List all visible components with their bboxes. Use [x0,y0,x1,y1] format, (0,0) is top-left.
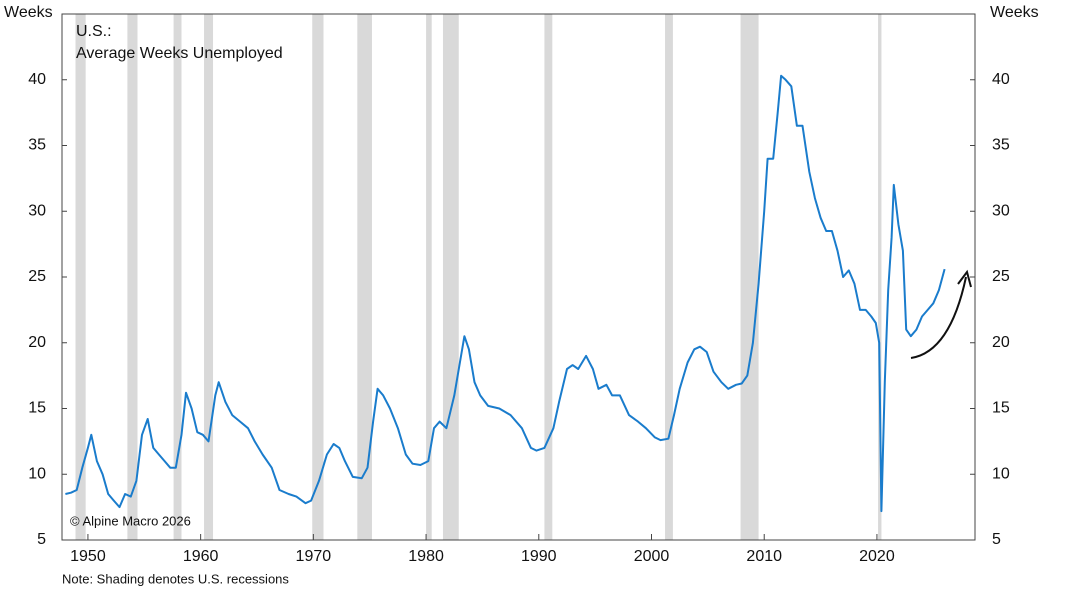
y-tick-label-right: 10 [992,465,1010,482]
y-axis-label: Weeks [4,4,53,21]
recession-band [312,14,324,540]
x-tick-label: 1950 [70,548,106,565]
y-tick-label: 15 [28,400,46,417]
y-tick-label-right: 15 [992,400,1010,417]
y-tick-label: 25 [28,268,46,285]
y-tick-label: 35 [28,137,46,154]
y-tick-label: 20 [28,334,46,351]
y-tick-label-right: 20 [992,334,1010,351]
y-tick-label: 5 [37,531,46,548]
y-tick-label: 10 [28,465,46,482]
note: Note: Shading denotes U.S. recessions [62,571,289,586]
recession-band [544,14,553,540]
recession-band [740,14,759,540]
y-tick-label: 40 [28,71,46,88]
chart-subtitle: Average Weeks Unemployed [76,45,283,62]
y-tick-label: 30 [28,202,46,219]
recession-band [75,14,86,540]
recession-band [665,14,673,540]
y-tick-label-right: 35 [992,137,1010,154]
x-tick-label: 1960 [183,548,219,565]
y-tick-label-right: 40 [992,71,1010,88]
y-axis-label-right: Weeks [990,4,1039,21]
plot-frame [61,13,976,541]
arrow-head [957,269,972,288]
recession-band [426,14,432,540]
y-tick-label-right: 30 [992,202,1010,219]
trend-arrow [910,276,967,359]
x-tick-label: 1990 [521,548,557,565]
series-line [65,74,946,513]
y-tick-label-right: 5 [992,531,1001,548]
recession-band [357,14,372,540]
x-tick-label: 2000 [634,548,670,565]
chart-title: U.S.: [76,23,112,40]
y-tick-label-right: 25 [992,268,1010,285]
recession-band [127,14,138,540]
x-tick-label: 1980 [408,548,444,565]
recession-band [878,14,882,540]
x-tick-label: 2010 [746,548,782,565]
recession-band [173,14,182,540]
recession-band [204,14,214,540]
recession-band [442,14,459,540]
credit: © Alpine Macro 2026 [70,513,191,528]
x-tick-label: 2020 [859,548,895,565]
x-tick-label: 1970 [296,548,332,565]
